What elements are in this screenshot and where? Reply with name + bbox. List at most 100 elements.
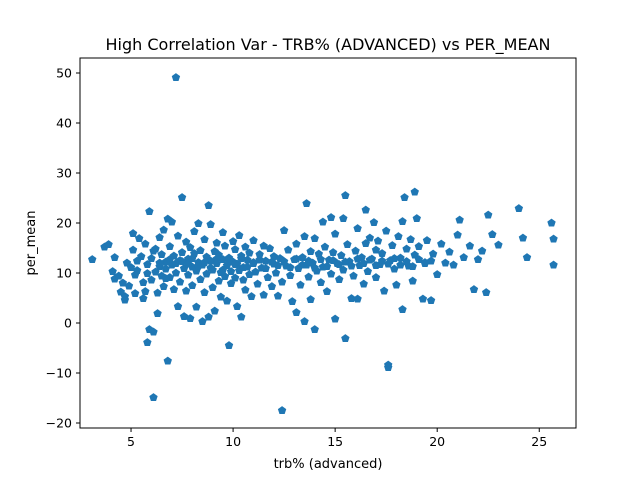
data-point [224,256,234,265]
data-point [361,205,370,214]
data-point [353,224,362,233]
data-point [310,263,319,272]
data-point [273,261,283,270]
data-point [469,285,479,294]
data-point [398,217,407,226]
data-point [337,251,346,260]
data-point [426,256,436,265]
data-point [326,269,336,278]
data-point [445,247,454,256]
y-tick-label: 30 [56,166,72,181]
data-point [379,286,389,295]
data-point [171,73,181,82]
data-point [243,262,252,271]
data-point [369,218,379,227]
data-point [292,308,301,317]
data-point [455,215,464,224]
data-point [339,214,348,223]
data-point [277,406,287,415]
data-point [549,234,558,243]
data-point [159,225,168,234]
data-point [169,285,179,294]
data-point [212,254,221,263]
data-point [288,297,297,306]
data-point [188,254,197,263]
data-point [341,257,350,266]
data-point [392,280,401,289]
data-point [402,244,411,253]
data-point [228,237,238,246]
data-point [484,210,493,219]
data-point [418,294,428,303]
data-point [210,306,219,315]
data-point [186,243,195,252]
data-point [322,287,332,296]
data-point [273,291,283,300]
data-point [202,269,211,278]
data-point [165,242,174,251]
data-point [365,255,375,264]
data-point [255,255,264,264]
data-point [222,296,232,305]
data-point [547,218,556,227]
data-point [298,260,307,269]
data-point [328,256,338,265]
data-point [114,271,123,280]
data-point [373,236,383,245]
data-point [426,296,436,305]
data-point [304,256,313,265]
data-point [141,239,150,248]
data-point [196,246,205,255]
data-point [318,217,328,226]
data-point [298,253,307,262]
data-point [104,240,113,249]
data-point [347,261,356,270]
data-point [163,356,172,365]
data-point [141,287,150,296]
data-point [322,262,332,271]
data-point [226,267,236,276]
data-point [406,235,415,244]
data-point [247,292,256,301]
data-point [310,234,319,243]
y-axis-ticks: −20 −10 0 10 20 30 40 50 [46,66,80,431]
x-tick-label: 25 [531,434,547,449]
data-point [341,334,350,343]
data-point [473,255,483,264]
data-point [328,248,338,257]
data-point [206,220,215,229]
x-tick-label: 5 [127,434,135,449]
data-point [135,234,144,243]
data-point [147,275,156,284]
data-point [143,338,152,347]
data-point [194,219,203,228]
data-point [188,281,197,290]
data-point [145,207,154,216]
data-point [130,289,140,298]
data-point [139,294,148,303]
data-point [173,231,183,240]
x-tick-label: 15 [327,434,343,449]
data-point [230,245,240,254]
data-point [139,278,148,287]
data-point [359,279,368,288]
data-point [316,278,326,287]
data-point [235,231,244,240]
data-point [394,232,403,241]
data-point [296,280,305,289]
data-point [300,317,309,326]
data-point [161,274,170,283]
data-point [153,309,162,318]
data-point [181,237,191,246]
data-point [181,286,191,295]
data-point [330,314,340,323]
data-point [371,273,381,282]
data-point [279,257,289,266]
data-point [304,272,313,281]
y-tick-label: 10 [56,266,72,281]
data-point [341,191,350,200]
data-point [157,250,166,259]
data-point [110,253,119,262]
